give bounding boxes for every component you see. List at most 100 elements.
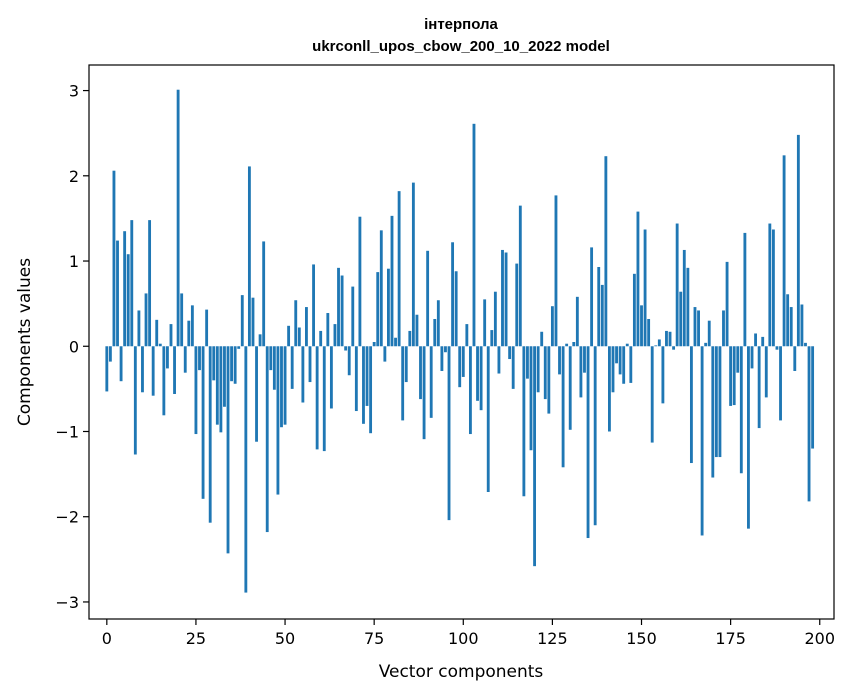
y-axis-label: Components values [15,258,35,426]
bar-104 [476,346,479,401]
bar-67 [344,346,348,351]
bar-118 [526,346,529,379]
bar-87 [415,314,419,347]
bar-177 [736,346,740,373]
bar-100 [461,346,465,377]
bar-153 [650,346,654,443]
bar-150 [640,305,643,347]
bar-91 [429,346,433,418]
bar-94 [440,346,444,371]
bar-182 [754,333,757,347]
bar-110 [497,346,501,374]
x-tick-label-25: 25 [186,629,206,648]
bar-63 [329,346,333,409]
bar-139 [600,284,604,347]
y-tick-label-2: 1 [69,252,79,271]
bar-16 [162,346,166,416]
bar-42 [255,346,258,442]
x-axis: 0 25 50 75 100 125 150 175 200 [102,619,835,648]
bar-189 [779,346,782,421]
bar-65 [337,267,340,347]
bar-190 [782,155,786,347]
bar-102 [468,346,472,435]
bar-158 [668,331,672,347]
x-tick-label-200: 200 [804,629,835,648]
bar-154 [654,345,658,347]
bar-47 [272,346,276,390]
bar-7 [130,220,134,347]
bar-130 [568,346,572,430]
bar-161 [679,291,683,347]
bar-75 [372,342,376,347]
chart-title: інтерпола [424,16,498,33]
bar-124 [547,346,551,414]
bar-164 [689,346,693,464]
bar-50 [283,346,287,425]
bar-137 [593,346,597,526]
bar-151 [643,229,647,347]
bar-78 [383,346,387,362]
plot-frame [88,64,835,620]
bar-49 [280,346,283,428]
x-tick-label-125: 125 [537,629,568,648]
bar-111 [501,249,504,347]
x-tick-label-50: 50 [275,629,295,648]
bar-55 [301,346,305,403]
bar-127 [558,346,561,375]
bar-12 [148,220,152,347]
bar-28 [205,309,209,347]
bar-172 [718,346,722,458]
bar-58 [312,264,315,347]
bar-108 [490,330,494,347]
bar-141 [608,346,611,432]
bar-195 [800,304,804,347]
bar-36 [233,346,237,384]
bar-74 [369,346,373,434]
bar-160 [675,223,679,347]
bar-17 [166,346,169,369]
bar-14 [155,319,159,347]
bar-135 [586,346,590,539]
bar-179 [743,232,747,347]
bar-48 [276,346,280,495]
bar-89 [422,346,426,440]
bar-134 [583,346,586,373]
bar-41 [251,297,255,347]
bar-81 [394,337,397,347]
bar-80 [390,215,394,347]
bar-197 [807,346,811,502]
bar-113 [508,346,512,360]
bar-25 [194,346,198,435]
bar-54 [297,327,301,347]
bar-98 [454,271,458,347]
bar-64 [333,324,337,347]
bar-149 [636,211,640,347]
bar-122 [540,331,544,347]
bar-129 [565,343,569,347]
bar-147 [629,346,633,383]
bar-2 [112,170,116,347]
bar-5 [123,231,127,347]
bar-79 [387,268,390,347]
bar-31 [215,346,219,425]
chart-subtitle: ukrconll_upos_cbow_200_10_2022 model [312,38,610,55]
bar-174 [725,261,729,347]
bar-96 [447,346,451,521]
bar-109 [493,291,497,347]
bar-173 [722,310,725,347]
bar-117 [522,346,526,497]
bar-106 [483,299,487,347]
bar-119 [529,346,533,451]
bar-0 [105,346,109,392]
bar-45 [265,346,269,533]
bar-175 [729,346,733,406]
bar-11 [144,293,148,347]
bar-171 [714,346,718,458]
bar-37 [237,346,241,349]
bar-165 [693,307,697,347]
bar-116 [518,205,522,347]
x-tick-label-75: 75 [364,629,384,648]
bar-198 [811,346,815,449]
bar-144 [618,346,622,375]
